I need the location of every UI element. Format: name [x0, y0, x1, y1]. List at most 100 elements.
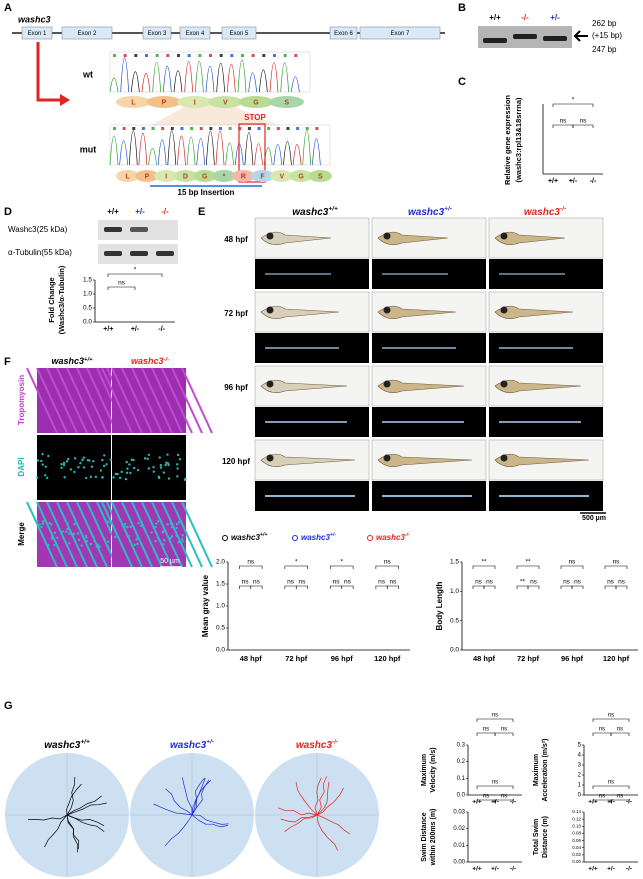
trace-peak [141, 73, 151, 93]
nucleus [103, 537, 106, 540]
nucleus [63, 476, 66, 479]
sig-label: * [134, 267, 137, 274]
trace-peak [206, 130, 215, 166]
base-call [228, 127, 232, 130]
exon [21, 26, 53, 40]
gel-band [483, 38, 507, 43]
sig-bracket [330, 585, 343, 589]
y-tick-label: 1.5 [450, 559, 459, 566]
genotype-sup: -/- [164, 356, 170, 362]
nucleus [177, 541, 180, 544]
nucleus [102, 464, 106, 468]
sig-label: ** [520, 579, 526, 586]
trajectory [66, 795, 102, 816]
trajectory [153, 803, 193, 816]
nucleus [47, 543, 50, 547]
nucleus [72, 532, 75, 536]
nucleus [129, 471, 132, 475]
legend-marker [367, 535, 373, 541]
y-tick-label: 0.01 [453, 843, 465, 849]
nucleus [40, 525, 43, 529]
stop-box [238, 123, 266, 183]
nucleus [178, 457, 182, 461]
lane-label: -/- [161, 207, 169, 216]
exon [179, 26, 211, 40]
gene-name: washc3 [170, 740, 207, 751]
trace-peak [194, 61, 204, 93]
amino-acid [173, 170, 198, 182]
trajectory [28, 814, 68, 821]
x-tick-label: 120 hpf [603, 654, 630, 663]
nucleus [73, 522, 76, 526]
sig-bracket [107, 273, 163, 277]
base-call [123, 54, 127, 57]
gene-name: washc3 [524, 207, 561, 218]
nucleus [132, 466, 136, 470]
eye [266, 380, 274, 388]
panel-label: E [198, 206, 205, 218]
base-call [122, 127, 126, 130]
y-tick-label: 1.0 [83, 291, 92, 298]
x-tick-label: +/+ [103, 326, 113, 333]
nucleus [98, 545, 101, 548]
trace-peak [109, 77, 119, 93]
amino-acid [269, 96, 304, 108]
y-tick-label: 0 [578, 793, 582, 799]
muscle-fiber [36, 367, 68, 434]
nucleus [176, 475, 179, 478]
y-tick-label: 0.5 [216, 625, 225, 632]
nucleus [36, 459, 39, 462]
base-call [305, 127, 309, 130]
sig-label: ns [599, 794, 605, 800]
nucleus [120, 470, 123, 474]
base-call [294, 54, 298, 57]
exon [359, 26, 441, 40]
base-call [180, 127, 184, 130]
x-tick-label: +/- [607, 866, 615, 873]
mutation-arrow [36, 42, 62, 102]
nucleus [84, 476, 88, 480]
sig-bracket [386, 585, 399, 589]
sig-label: ns [242, 579, 250, 586]
nucleus [73, 470, 76, 474]
genotype-title: washc3-/- [524, 205, 566, 217]
sig-bracket [375, 565, 399, 569]
amino-acid [308, 170, 333, 182]
y-tick-label: 1 [578, 783, 582, 789]
nucleus [157, 475, 160, 478]
trajectory [66, 814, 105, 827]
gel-band [513, 34, 537, 39]
sig-label: ns [599, 727, 605, 733]
insertion-label: 15 bp Insertion [178, 188, 235, 197]
y-tick-label: 0.2 [457, 759, 466, 765]
amino-acid-label: G [298, 173, 304, 180]
sig-bracket [107, 286, 136, 290]
nucleus [66, 457, 70, 461]
blot-band [104, 251, 122, 256]
base-call [247, 127, 251, 130]
y-tick-label: 1.0 [450, 588, 459, 595]
gene-name: washc3 [44, 740, 81, 751]
nucleus [118, 476, 122, 480]
nucleus [140, 520, 143, 523]
eye [500, 454, 508, 462]
sig-label: ns [613, 559, 621, 566]
trajectory [316, 814, 339, 851]
trajectory [66, 802, 107, 816]
blot-band [156, 251, 174, 256]
trajectory [277, 807, 318, 816]
trajectory [316, 787, 344, 816]
trajectory [280, 814, 318, 823]
stop-label: STOP [244, 113, 266, 122]
trace-peak [157, 139, 167, 166]
nucleus [124, 477, 128, 481]
base-call [209, 127, 213, 130]
trace-peak [138, 132, 148, 166]
trace-peak [225, 142, 234, 166]
sig-label: ns [344, 579, 352, 586]
nucleus [125, 471, 129, 474]
trace-peak [273, 144, 283, 166]
amino-acid [177, 96, 213, 108]
trace-peak [130, 71, 140, 93]
nucleus [47, 454, 50, 458]
